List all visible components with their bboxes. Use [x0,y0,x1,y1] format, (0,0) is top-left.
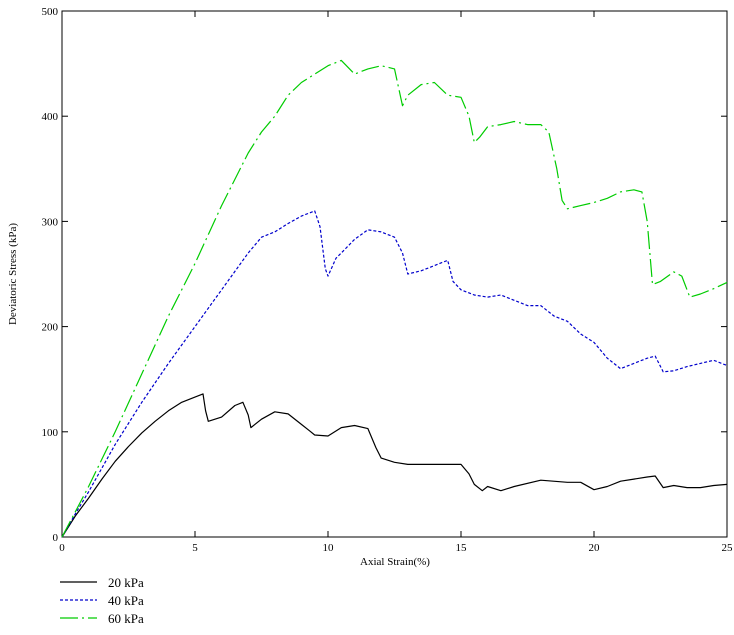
x-tick-label: 5 [192,542,198,554]
x-tick-label: 10 [323,542,335,554]
y-tick-label: 200 [42,322,59,334]
legend-label: 20 kPa [108,575,144,590]
legend: 20 kPa 40 kPa 60 kPa [60,575,144,626]
x-tick-label: 20 [589,542,601,554]
legend-label: 60 kPa [108,611,144,626]
y-tick-label: 0 [53,532,59,544]
x-tick-label: 25 [722,542,734,554]
plot-frame [61,10,728,538]
y-tick-label: 500 [42,6,59,18]
y-axis-label: Deviatoric Stress (kPa) [7,223,19,325]
axis-ticks: 0 5 10 15 20 25 0 100 200 300 400 500 [42,6,734,554]
x-tick-label: 0 [59,542,65,554]
series-line-40-kpa [61,210,728,538]
series-line-20-kpa [61,393,728,538]
legend-label: 40 kPa [108,593,144,608]
series-layer [61,59,728,538]
x-tick-label: 15 [456,542,468,554]
x-axis-label: Axial Strain(%) [360,556,430,568]
y-tick-label: 300 [42,216,59,228]
y-tick-label: 100 [42,427,59,439]
y-tick-label: 400 [42,111,59,123]
series-line-60-kpa [61,59,728,538]
